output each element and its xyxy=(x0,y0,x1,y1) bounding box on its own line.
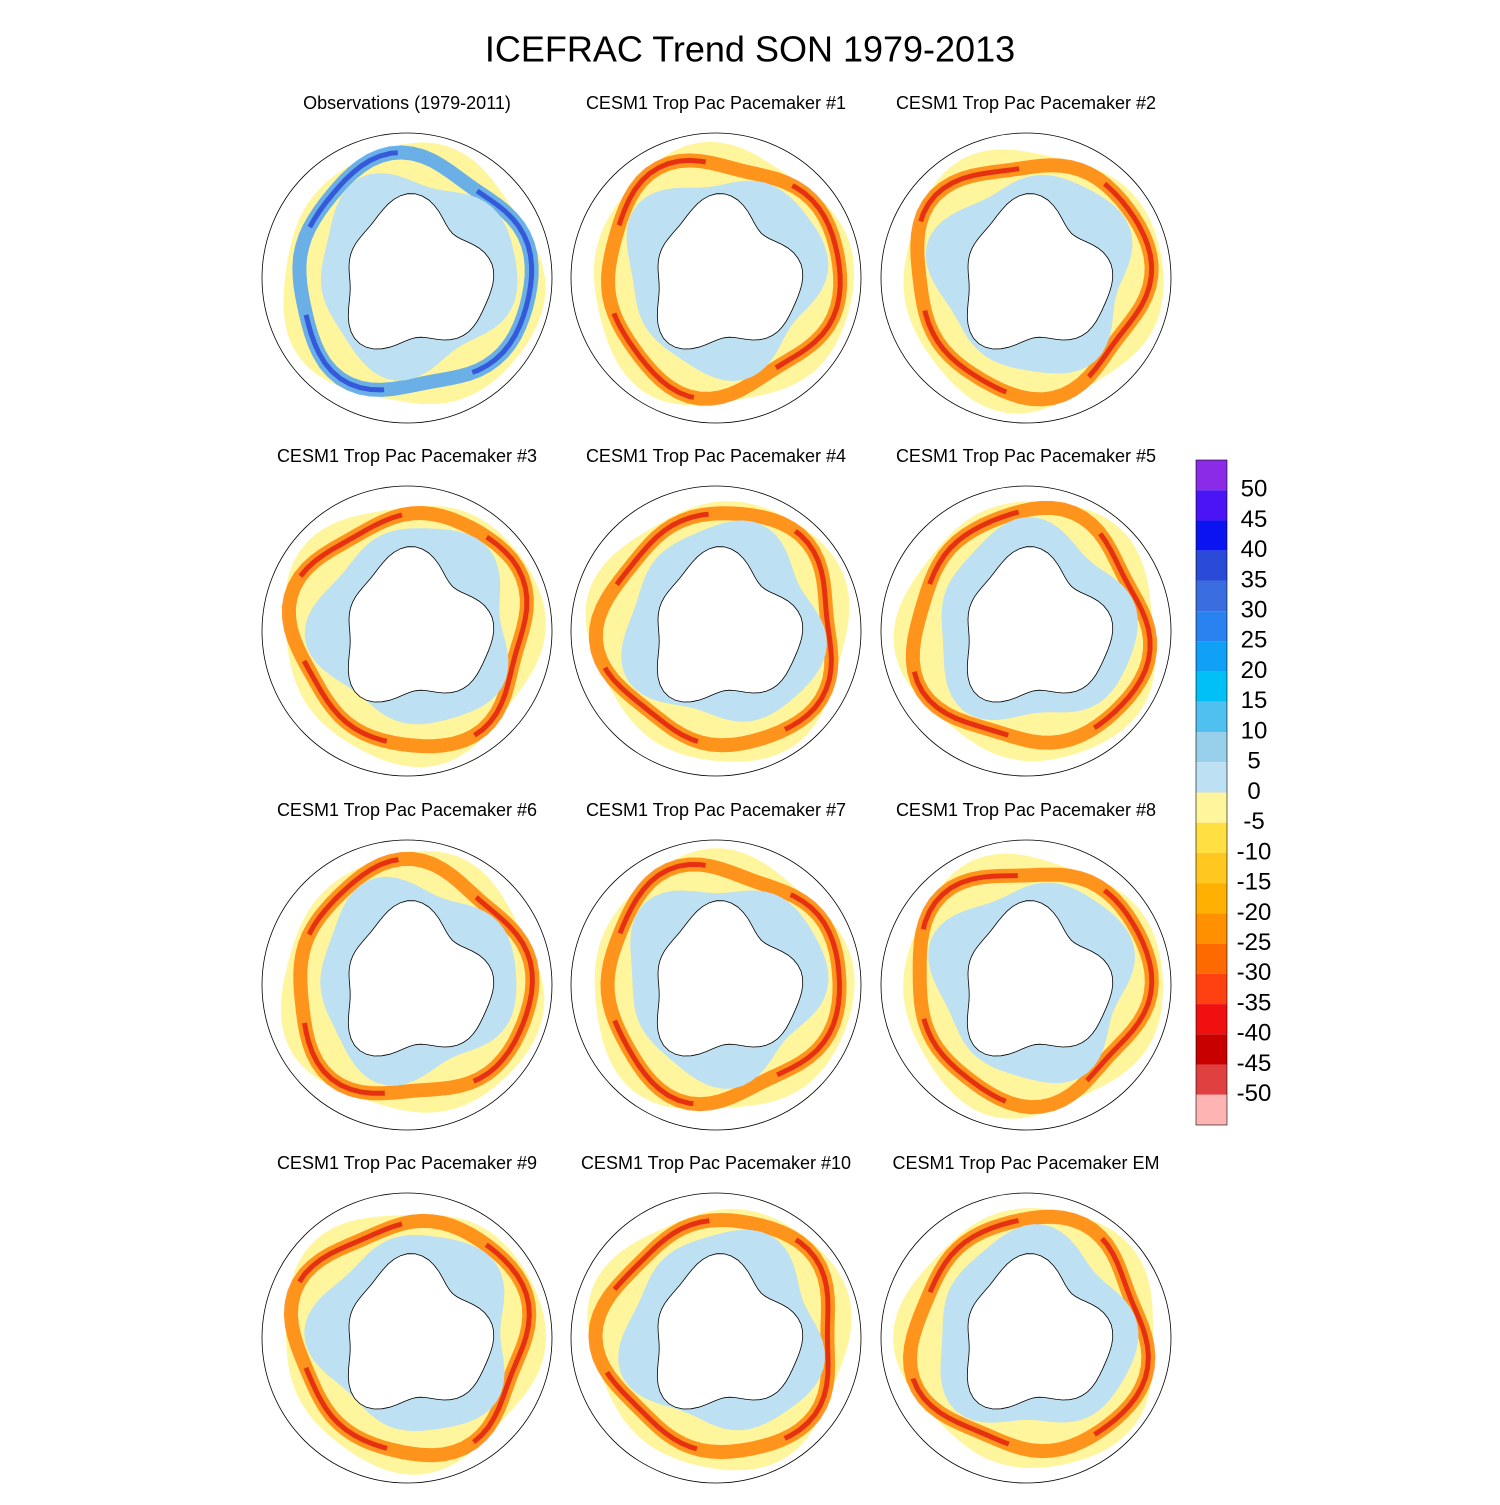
colorbar-box xyxy=(1196,973,1227,1005)
panel-title: CESM1 Trop Pac Pacemaker #3 xyxy=(277,446,537,466)
colorbar-label: 25 xyxy=(1241,627,1268,654)
antarctica xyxy=(656,193,804,350)
colorbar-label: 5 xyxy=(1247,748,1260,775)
map-panel: CESM1 Trop Pac Pacemaker #1 xyxy=(570,93,862,424)
colorbar-box xyxy=(1196,641,1227,672)
colorbar-box xyxy=(1196,852,1227,884)
antarctica xyxy=(656,900,804,1057)
colorbar-box xyxy=(1196,701,1227,733)
trend-ring xyxy=(588,1212,836,1460)
colorbar-label: 20 xyxy=(1241,657,1268,684)
colorbar-box xyxy=(1196,762,1227,793)
colorbar-label: -50 xyxy=(1237,1080,1272,1107)
panel-title: CESM1 Trop Pac Pacemaker #6 xyxy=(277,800,537,820)
trend-ring xyxy=(281,505,534,754)
colorbar-label: -5 xyxy=(1243,808,1264,835)
antarctica xyxy=(347,193,495,350)
colorbar-label: 40 xyxy=(1241,536,1268,563)
trend-ring xyxy=(905,500,1157,750)
map-panel: Observations (1979-2011) xyxy=(261,93,553,424)
colorbar-box xyxy=(1196,732,1227,763)
colorbar-box xyxy=(1196,1034,1227,1065)
panel-title: CESM1 Trop Pac Pacemaker #7 xyxy=(586,800,846,820)
panel-title: CESM1 Trop Pac Pacemaker #2 xyxy=(896,93,1156,113)
map-panel: CESM1 Trop Pac Pacemaker #8 xyxy=(880,800,1172,1131)
colorbar-box xyxy=(1196,1094,1227,1125)
colorbar-frame xyxy=(1195,459,1228,1126)
colorbar-label: -25 xyxy=(1237,929,1272,956)
colorbar-label: 10 xyxy=(1241,717,1268,744)
trend-ring-core xyxy=(914,162,1155,402)
colorbar-box xyxy=(1196,550,1227,581)
trend-ring xyxy=(283,1213,537,1463)
trend-ring xyxy=(601,153,848,406)
colorbar-box xyxy=(1196,611,1227,642)
map-panel: CESM1 Trop Pac Pacemaker #9 xyxy=(261,1153,553,1484)
colorbar-label: 35 xyxy=(1241,566,1268,593)
colorbar-label: 15 xyxy=(1241,687,1268,714)
colorbar-box xyxy=(1196,792,1227,823)
colorbar-box xyxy=(1196,883,1227,914)
colorbar-label: -40 xyxy=(1237,1020,1272,1047)
colorbar-box xyxy=(1196,671,1227,702)
colorbar-box xyxy=(1196,490,1227,521)
antarctica xyxy=(966,193,1114,350)
colorbar-label: -45 xyxy=(1237,1050,1272,1077)
antarctica xyxy=(966,1253,1114,1410)
colorbar-label: 50 xyxy=(1241,476,1268,503)
antarctica xyxy=(656,1253,804,1410)
colorbar-label: -35 xyxy=(1237,989,1272,1016)
trend-ring xyxy=(588,506,839,753)
panel-title: CESM1 Trop Pac Pacemaker #9 xyxy=(277,1153,537,1173)
antarctica xyxy=(966,546,1114,703)
map-panel: CESM1 Trop Pac Pacemaker #7 xyxy=(570,800,862,1131)
panel-title: CESM1 Trop Pac Pacemaker #8 xyxy=(896,800,1156,820)
colorbar-label: 30 xyxy=(1241,596,1268,623)
antarctica xyxy=(347,1253,495,1410)
colorbar-label: 0 xyxy=(1247,778,1260,805)
panel-title: CESM1 Trop Pac Pacemaker #4 xyxy=(586,446,846,466)
panel-title: CESM1 Trop Pac Pacemaker #5 xyxy=(896,446,1156,466)
colorbar-box xyxy=(1196,1004,1227,1035)
colorbar-label: 45 xyxy=(1241,506,1268,533)
colorbar-box xyxy=(1196,580,1227,612)
colorbar-box xyxy=(1196,1064,1227,1095)
trend-ring xyxy=(293,851,540,1101)
colorbar-box xyxy=(1196,822,1227,853)
figure-title: ICEFRAC Trend SON 1979-2013 xyxy=(485,29,1015,70)
colorbar-box xyxy=(1196,943,1227,974)
map-panel: CESM1 Trop Pac Pacemaker #4 xyxy=(570,446,862,777)
panel-title: CESM1 Trop Pac Pacemaker EM xyxy=(892,1153,1159,1173)
colorbar-label: -30 xyxy=(1237,959,1272,986)
trend-ring xyxy=(902,1209,1156,1459)
trend-ring-core xyxy=(917,872,1155,1110)
antarctica xyxy=(347,900,495,1057)
antarctica xyxy=(347,546,495,703)
trend-ring xyxy=(292,145,539,397)
map-panel: CESM1 Trop Pac Pacemaker #6 xyxy=(261,800,553,1131)
colorbar-label: -20 xyxy=(1237,899,1272,926)
trend-ring xyxy=(600,857,847,1112)
map-panel: CESM1 Trop Pac Pacemaker #2 xyxy=(880,93,1172,424)
panel-title: Observations (1979-2011) xyxy=(303,93,511,113)
colorbar-label: -10 xyxy=(1237,838,1272,865)
colorbar-label: -15 xyxy=(1237,869,1272,896)
colorbar-box xyxy=(1196,460,1227,491)
map-panel: CESM1 Trop Pac Pacemaker #10 xyxy=(570,1153,862,1484)
panel-title: CESM1 Trop Pac Pacemaker #1 xyxy=(586,93,846,113)
colorbar-box xyxy=(1196,913,1227,944)
map-panel: CESM1 Trop Pac Pacemaker #5 xyxy=(880,446,1172,777)
antarctica xyxy=(656,546,804,703)
colorbar-box xyxy=(1196,520,1227,551)
antarctica xyxy=(966,900,1114,1057)
panel-title: CESM1 Trop Pac Pacemaker #10 xyxy=(581,1153,851,1173)
map-panel: CESM1 Trop Pac Pacemaker EM xyxy=(880,1153,1172,1484)
map-panel: CESM1 Trop Pac Pacemaker #3 xyxy=(261,446,553,777)
